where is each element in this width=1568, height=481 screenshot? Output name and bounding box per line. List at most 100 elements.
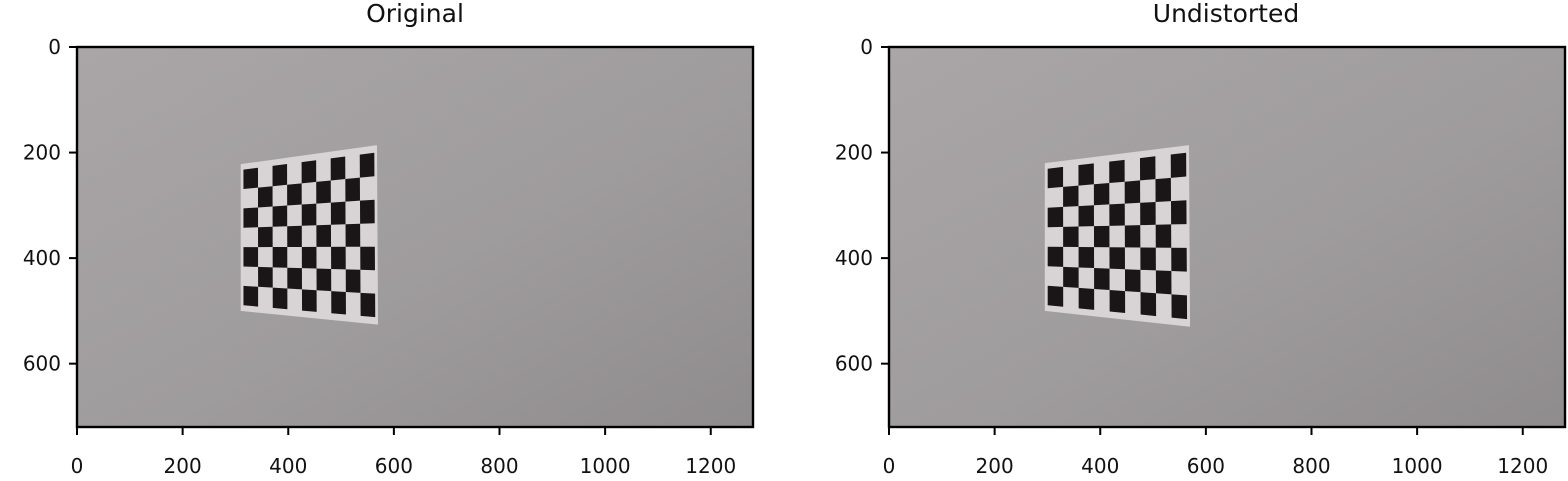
checker-square [1155, 270, 1172, 295]
checker-square [331, 246, 346, 270]
checker-square [360, 292, 376, 318]
checker-square [1093, 225, 1110, 248]
checker-square [1139, 156, 1156, 181]
x-tick-label: 1200 [685, 454, 736, 478]
checker-square [258, 186, 273, 208]
checker-square [1124, 180, 1141, 204]
checker-square [1109, 290, 1126, 313]
y-tick-label: 400 [23, 246, 61, 270]
checker-square [1063, 185, 1079, 207]
checker-square [1063, 226, 1079, 247]
y-tick-label: 400 [835, 246, 873, 270]
checker-square [1047, 166, 1064, 189]
x-tick-label: 0 [883, 454, 896, 478]
x-tick-label: 800 [480, 454, 518, 478]
checker-square [301, 203, 317, 226]
checker-square [1109, 247, 1125, 270]
y-tick-label: 600 [23, 352, 61, 376]
checker-square [272, 247, 288, 268]
checker-square [316, 268, 332, 292]
checker-square [330, 156, 346, 181]
x-tick-label: 0 [71, 454, 84, 478]
checkerboard-paper [240, 145, 379, 325]
checker-square [1140, 292, 1157, 317]
x-tick-label: 600 [1187, 454, 1225, 478]
checker-square [1078, 205, 1094, 227]
checker-square [1078, 287, 1095, 310]
x-tick-label: 800 [1292, 454, 1330, 478]
original-axes: 0 200 400 600 800 1000 1200 0 200 400 600 [23, 35, 755, 478]
x-tick-label: 400 [269, 454, 307, 478]
x-tick-label: 1200 [1497, 454, 1548, 478]
checker-square [1063, 266, 1079, 288]
checker-square [1140, 247, 1156, 271]
checker-square [243, 285, 259, 307]
checker-square [1093, 183, 1110, 206]
checker-square [1171, 247, 1187, 272]
checker-square [359, 199, 375, 224]
checker-square [1078, 246, 1095, 269]
checker-square [258, 266, 273, 288]
checker-square [287, 267, 302, 290]
checker-square [301, 160, 317, 184]
undistorted-title: Undistorted [1152, 0, 1300, 28]
checkerboard-pattern [243, 152, 376, 318]
x-tick-label: 200 [164, 454, 202, 478]
checker-square [331, 291, 346, 315]
checker-square [1109, 203, 1125, 226]
x-tick-label: 200 [976, 454, 1014, 478]
checker-square [316, 180, 331, 204]
checker-square [345, 269, 361, 293]
x-tick-label: 1000 [580, 454, 631, 478]
checker-square [243, 167, 259, 190]
wall-background [889, 47, 1565, 427]
x-tick-label: 600 [375, 454, 413, 478]
checker-square [1124, 225, 1141, 248]
checker-square [301, 289, 317, 312]
checker-square [1124, 269, 1141, 293]
y-tick-label: 200 [835, 141, 873, 165]
checker-square [258, 226, 273, 248]
checker-square [1094, 268, 1110, 291]
checkerboard-pattern [1047, 152, 1188, 320]
checker-square [1155, 224, 1172, 248]
checker-square [272, 164, 288, 187]
y-tick-label: 600 [835, 352, 873, 376]
checker-square [1047, 246, 1064, 267]
checker-square [316, 224, 332, 247]
original-photo [77, 47, 753, 427]
checker-square [1078, 163, 1094, 186]
x-tick-label: 400 [1081, 454, 1119, 478]
checker-square [243, 207, 259, 228]
checker-square [287, 183, 302, 206]
original-panel: Original 0 200 400 600 800 1000 1200 0 200 400 600 [23, 0, 755, 478]
checker-square [243, 247, 259, 267]
checker-square [1047, 206, 1064, 228]
undistorted-photo [889, 47, 1565, 427]
checker-square [287, 225, 302, 248]
checker-square [1170, 200, 1187, 225]
checker-square [1155, 177, 1171, 202]
checker-square [272, 205, 288, 227]
y-tick-label: 200 [23, 141, 61, 165]
checker-square [345, 223, 361, 247]
y-tick-label: 0 [860, 35, 873, 59]
checker-square [1170, 152, 1187, 178]
y-tick-label: 0 [48, 35, 61, 59]
checker-square [330, 201, 346, 225]
x-tick-label: 1000 [1392, 454, 1443, 478]
checkerboard-paper [1044, 145, 1191, 327]
checker-square [360, 246, 375, 271]
checker-square [272, 287, 288, 310]
checker-square [1047, 285, 1064, 307]
original-title: Original [366, 0, 464, 28]
checker-square [345, 177, 360, 202]
checker-square [1171, 294, 1188, 320]
checker-square [359, 152, 375, 178]
checker-square [1109, 159, 1125, 184]
checker-square [1140, 201, 1156, 226]
axes-frame [887, 45, 1567, 429]
axes-frame [75, 45, 755, 429]
wall-background [77, 47, 753, 427]
